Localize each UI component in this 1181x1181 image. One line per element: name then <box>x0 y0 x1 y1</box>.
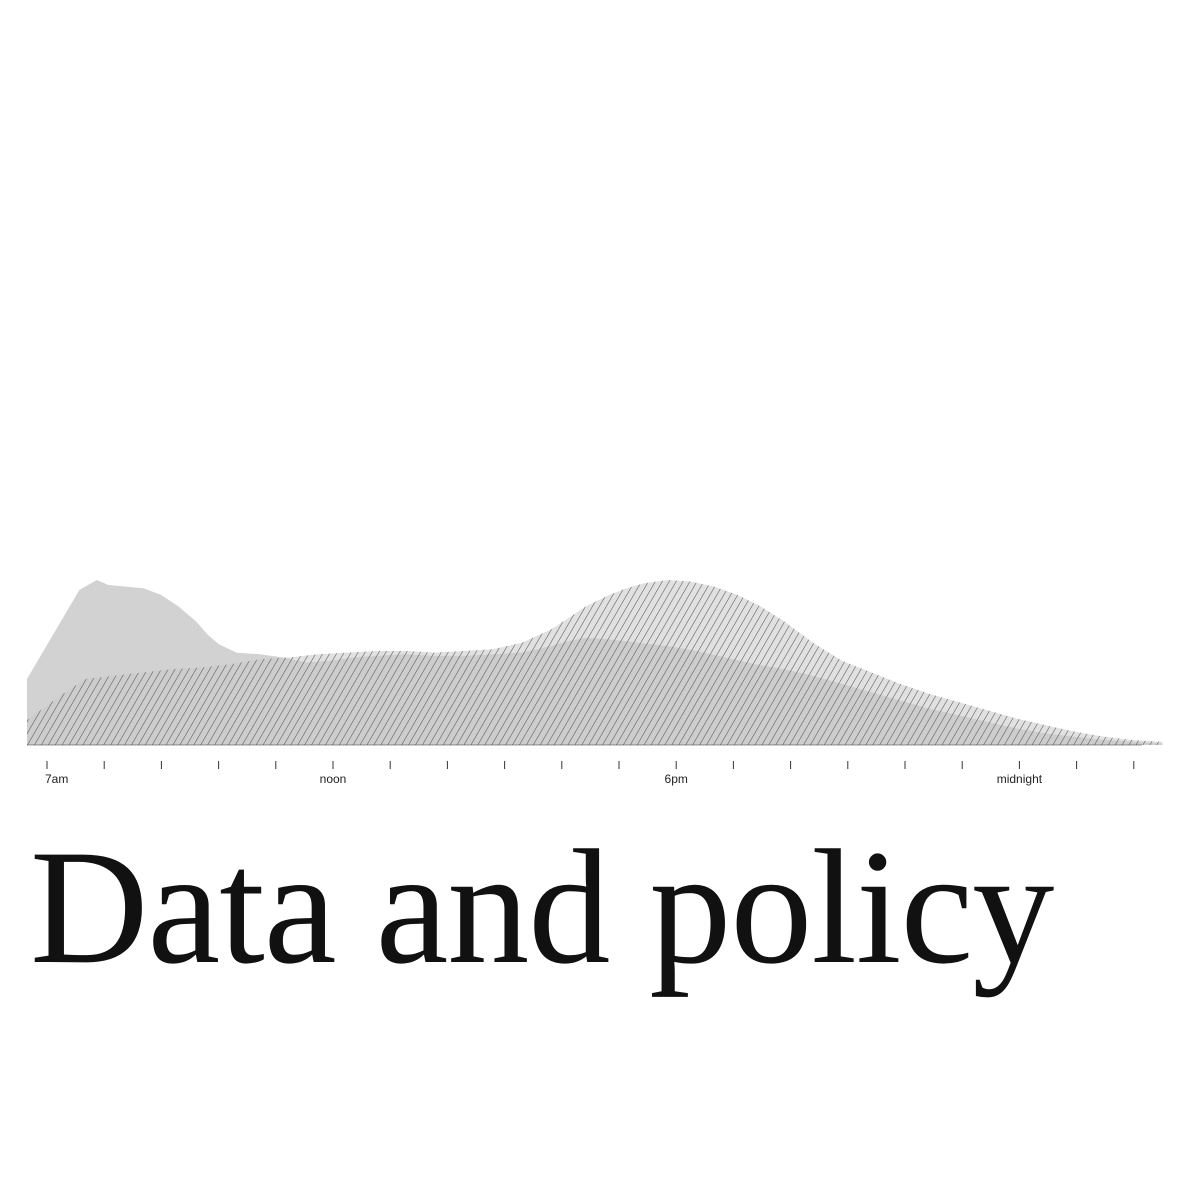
area-series-group <box>27 580 1163 745</box>
hatched-area-series <box>27 580 1163 745</box>
page-title: Data and policy <box>30 817 1054 998</box>
tick-label: midnight <box>997 772 1043 786</box>
time-of-day-area-chart: 7am noon 6pm midnight <box>27 580 1163 786</box>
tick-label: 7am <box>45 772 68 786</box>
time-axis: 7am noon 6pm midnight <box>27 744 1142 786</box>
tick-label: noon <box>320 772 347 786</box>
tick-label: 6pm <box>665 772 688 786</box>
